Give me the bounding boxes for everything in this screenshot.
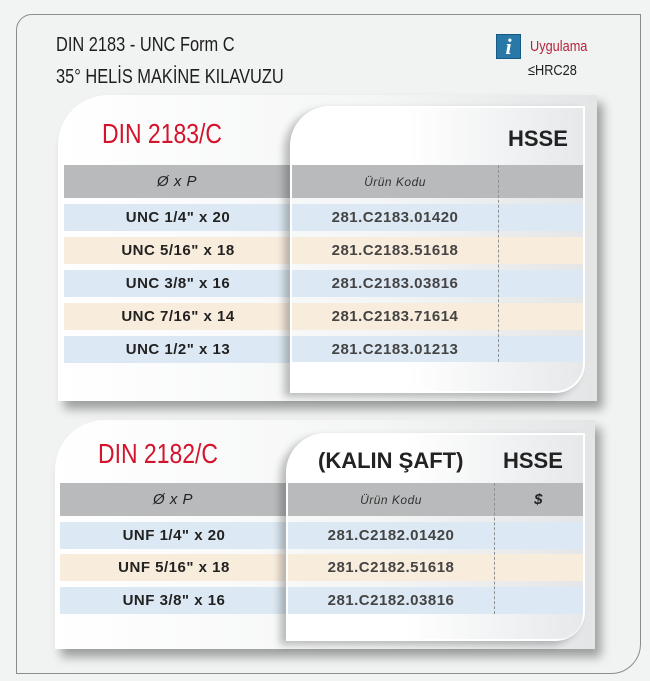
col-size-header: Ø x P [156,173,197,190]
info-icon[interactable]: i [496,34,521,59]
code-cell: 281.C2183.71614 [331,308,459,325]
table2-right-foot [288,614,583,639]
size-cell: UNC 1/2" x 13 [125,341,231,358]
table-row: UNF 5/16" x 18 281.C2182.51618 [60,554,585,581]
size-cell: UNF 5/16" x 18 [118,559,230,576]
code-cell: 281.C2183.51618 [331,242,459,259]
table2-title: DIN 2182/C [98,438,218,469]
table1-title: DIN 2183/C [102,118,222,149]
col-price-header: $ [534,491,543,508]
size-cell: UNC 1/4" x 20 [125,209,231,226]
col-size-header: Ø x P [152,491,193,508]
table2-right-head [288,435,583,483]
code-cell: 281.C2182.51618 [327,559,455,576]
table-row: UNF 1/4" x 20 281.C2182.01420 [60,522,585,549]
column-divider [498,165,499,362]
col-code-header: Ürün Kodu [360,492,422,507]
table1-material: HSSE [508,126,568,151]
col-code-header: Ürün Kodu [364,174,426,189]
table1-right-head [292,108,583,165]
hardness-label: ≤HRC28 [528,62,577,79]
size-cell: UNF 1/4" x 20 [122,527,226,544]
size-cell: UNF 3/8" x 16 [122,592,226,609]
code-cell: 281.C2182.03816 [327,592,455,609]
table2-subtitle: (KALIN ŞAFT) [318,448,464,473]
table1-right-foot [292,362,583,391]
column-divider [494,483,495,614]
size-cell: UNC 5/16" x 18 [121,242,235,259]
size-cell: UNC 3/8" x 16 [125,275,231,292]
table2-right-card [286,433,585,641]
table2-material: HSSE [503,448,563,473]
page-subtitle: 35° HELİS MAKİNE KILAVUZU [56,66,284,88]
application-label: Uygulama [530,38,588,55]
table1-right-card [290,106,585,393]
code-cell: 281.C2182.01420 [327,527,455,544]
code-cell: 281.C2183.01213 [331,341,459,358]
code-cell: 281.C2183.03816 [331,275,459,292]
code-cell: 281.C2183.01420 [331,209,459,226]
table2-header: Ø x P [60,483,585,516]
page-title: DIN 2183 - UNC Form C [56,34,235,56]
size-cell: UNC 7/16" x 14 [121,308,235,325]
